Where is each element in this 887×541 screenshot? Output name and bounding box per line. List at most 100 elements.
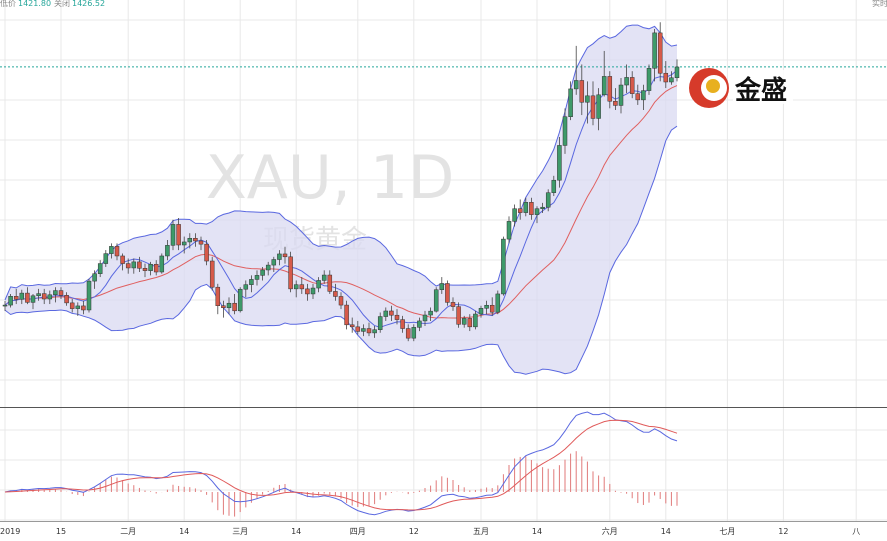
jinsheng-logo: 金盛 — [689, 68, 793, 108]
candle — [545, 189, 551, 212]
candle-body — [114, 246, 120, 257]
candle — [383, 307, 389, 321]
candle-body — [159, 255, 165, 273]
candle-body — [489, 304, 495, 313]
logo-coin-icon — [706, 79, 720, 93]
candle — [187, 233, 193, 249]
candle-body — [198, 240, 204, 245]
candle-body — [635, 93, 641, 101]
candle-body — [433, 289, 439, 312]
candle-body — [361, 328, 366, 332]
bollinger-band-area — [5, 25, 677, 375]
candle — [456, 302, 461, 328]
candle — [349, 317, 355, 333]
candle-body — [506, 221, 512, 240]
candle — [629, 71, 635, 99]
candle-body — [271, 259, 277, 266]
logo-text: 金盛 — [734, 75, 787, 106]
candle-body — [36, 293, 41, 297]
candle — [439, 277, 445, 294]
candle-body — [445, 283, 450, 303]
candle — [344, 300, 349, 330]
candle-body — [501, 238, 506, 295]
candle-body — [153, 263, 159, 273]
candle-body — [534, 208, 540, 215]
candle-body — [2, 304, 8, 307]
candle — [652, 29, 657, 82]
time-axis-tick-label: 15 — [56, 527, 66, 536]
candle — [36, 288, 41, 301]
candle-body — [92, 273, 97, 282]
candle-body — [19, 292, 25, 300]
candle — [232, 293, 237, 315]
candle — [193, 233, 198, 247]
candle-body — [41, 293, 47, 300]
candle — [81, 300, 86, 315]
candle — [635, 84, 641, 105]
candle — [377, 312, 383, 333]
candle — [198, 236, 204, 251]
candle — [243, 280, 249, 298]
candle-body — [237, 288, 243, 312]
candle-body — [366, 328, 372, 334]
candle — [405, 324, 411, 342]
time-axis-tick-label: 14 — [291, 527, 301, 536]
candle-body — [596, 94, 601, 119]
candle-body — [13, 296, 19, 300]
fast-moving-average-line — [4, 69, 678, 328]
candle — [657, 22, 663, 82]
candle — [176, 218, 181, 251]
candle-body — [585, 95, 590, 103]
candle — [2, 301, 8, 311]
candle-body — [428, 310, 433, 316]
candle-body — [641, 90, 646, 101]
candle-body — [417, 320, 422, 328]
candle — [484, 300, 489, 315]
candle — [58, 287, 64, 299]
macd-histogram — [10, 451, 678, 517]
candle-body — [517, 208, 523, 213]
candle-body — [47, 294, 53, 300]
candle-body — [618, 84, 624, 106]
candle-body — [383, 310, 389, 317]
candle-body — [103, 253, 109, 264]
candle — [265, 261, 271, 276]
candle-body — [355, 326, 361, 332]
candle-body — [629, 77, 635, 94]
candle-body — [405, 328, 411, 339]
candle-body — [400, 319, 405, 329]
macd-panel — [4, 411, 678, 517]
candle-body — [349, 324, 355, 328]
candle — [579, 64, 585, 116]
candle — [92, 270, 97, 289]
candle-body — [75, 305, 81, 309]
candle-body — [142, 268, 148, 271]
candle — [669, 71, 674, 85]
candle-body — [277, 253, 282, 260]
candle-body — [282, 253, 288, 258]
time-axis: 2019 15 二月 14 三月 14 四月 12 五月 14 六月 14 七月 12 八 — [0, 526, 860, 536]
candle — [433, 287, 439, 313]
candle — [305, 283, 310, 301]
candle-body — [389, 310, 394, 316]
candle — [226, 297, 232, 315]
candle-body — [663, 72, 669, 83]
candle — [417, 317, 422, 332]
candle-body — [478, 308, 484, 315]
candle — [618, 77, 624, 114]
candle-body — [646, 68, 652, 91]
candle — [30, 293, 36, 310]
candle-body — [377, 316, 383, 330]
low-price-value: 1421.80 — [18, 0, 51, 8]
candle-body — [344, 304, 349, 326]
candle — [103, 250, 109, 267]
candle-body — [170, 224, 176, 246]
candle-body — [439, 283, 445, 290]
candle — [613, 88, 618, 110]
candle — [540, 202, 545, 213]
candle-body — [327, 274, 333, 292]
time-axis-tick-label: 二月 — [120, 527, 136, 536]
candle-body — [221, 305, 226, 309]
low-price-label: 低价 — [0, 0, 16, 8]
